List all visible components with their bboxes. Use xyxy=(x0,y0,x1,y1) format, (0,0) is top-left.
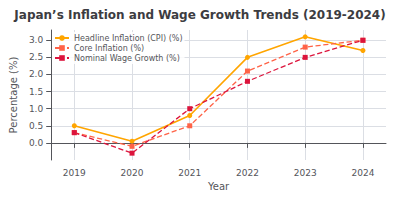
svg-text:0.5: 0.5 xyxy=(29,121,43,131)
svg-text:0.0: 0.0 xyxy=(29,138,44,148)
svg-text:Core Inflation (%): Core Inflation (%) xyxy=(74,44,144,53)
svg-text:2.0: 2.0 xyxy=(29,69,44,79)
svg-text:2019: 2019 xyxy=(63,168,86,178)
svg-text:2020: 2020 xyxy=(121,168,144,178)
svg-text:Year: Year xyxy=(207,181,230,192)
svg-text:Japan’s Inflation and Wage Gro: Japan’s Inflation and Wage Growth Trends… xyxy=(13,8,385,22)
svg-text:Percentage (%): Percentage (%) xyxy=(8,57,19,134)
svg-text:2023: 2023 xyxy=(294,168,317,178)
svg-text:3.0: 3.0 xyxy=(29,35,44,45)
svg-text:2024: 2024 xyxy=(351,168,374,178)
svg-text:2021: 2021 xyxy=(178,168,201,178)
svg-text:2.5: 2.5 xyxy=(29,52,43,62)
svg-text:1.0: 1.0 xyxy=(29,104,44,114)
svg-text:1.5: 1.5 xyxy=(29,87,43,97)
svg-text:Nominal Wage Growth (%): Nominal Wage Growth (%) xyxy=(74,54,180,63)
svg-text:Headline Inflation (CPI) (%): Headline Inflation (CPI) (%) xyxy=(74,34,183,43)
svg-text:2022: 2022 xyxy=(236,168,259,178)
